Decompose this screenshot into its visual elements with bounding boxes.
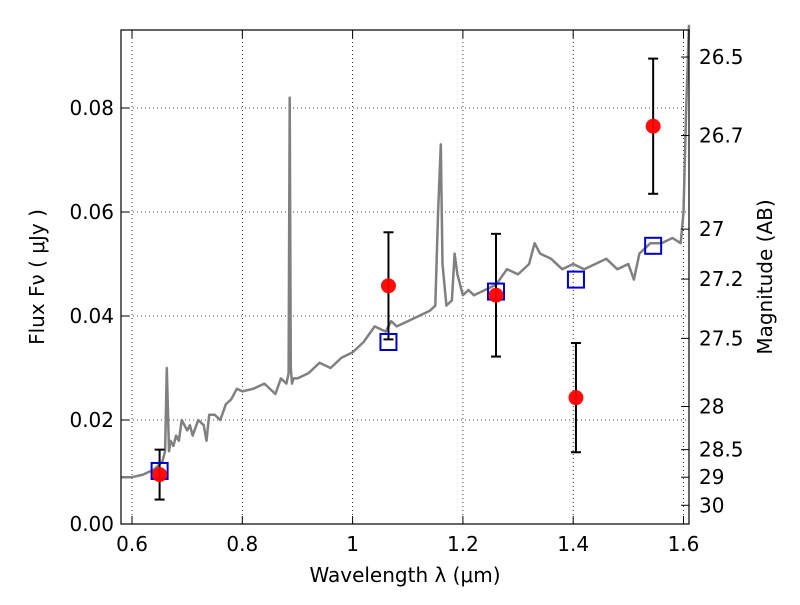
right-tick-label: 28 (699, 394, 724, 418)
error-bars (154, 57, 659, 501)
right-tick-label: 28.5 (699, 438, 744, 462)
y-tick-label: 0.08 (69, 96, 114, 120)
model-squares (150, 236, 663, 480)
x-tick-label: 1 (346, 532, 359, 556)
plot-frame (120, 29, 690, 525)
x-tick-label: 1.6 (668, 532, 700, 556)
y-tick-label: 0.04 (69, 304, 114, 328)
observed-points (152, 118, 661, 483)
model-square (644, 236, 663, 255)
x-tick-label: 0.6 (116, 532, 148, 556)
right-tick-label: 26.5 (699, 45, 744, 69)
y-tick-label: 0.02 (69, 408, 114, 432)
right-tick-label: 27.2 (699, 267, 744, 291)
observed-point (645, 118, 661, 134)
right-tick-label: 29 (699, 465, 724, 489)
observed-point (380, 278, 396, 294)
model-square (566, 270, 585, 289)
model-square (379, 333, 398, 351)
y-axis-label: Flux Fν ( μJy ) (25, 209, 49, 345)
right-tick-label: 26.7 (699, 124, 744, 148)
observed-point (488, 287, 504, 303)
x-tick-label: 1.4 (557, 532, 589, 556)
y-tick-label: 0.00 (69, 512, 114, 536)
spectrum-line (121, 24, 691, 479)
right-tick-label: 30 (699, 493, 724, 517)
ticks: 0.6 0.8 1 1.2 1.4 1.6 0.00 0.02 0.04 0.06 0.08 26.5… (69, 30, 744, 556)
right-tick-label: 27 (699, 217, 724, 241)
observed-point (568, 390, 584, 406)
y-tick-label: 0.06 (69, 200, 114, 224)
right-tick-label: 27.5 (699, 326, 744, 350)
x-tick-label: 1.2 (447, 532, 479, 556)
grid (121, 30, 689, 525)
observed-point (152, 467, 168, 483)
x-tick-label: 0.8 (226, 532, 258, 556)
x-axis-label: Wavelength λ (μm) (309, 563, 500, 587)
right-axis-label: Magnitude (AB) (753, 199, 777, 354)
